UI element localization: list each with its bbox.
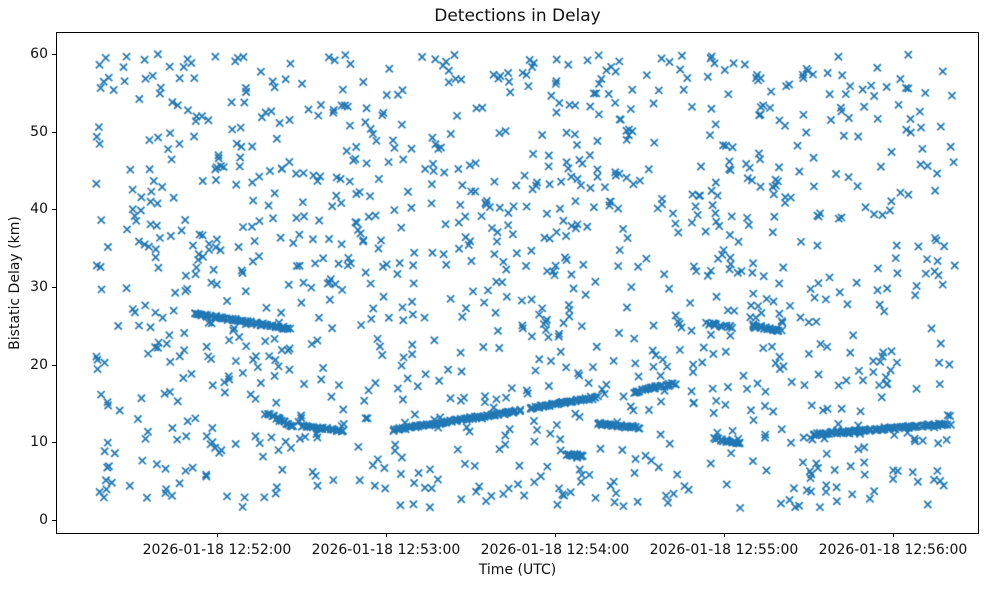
- x-tick-label: 2026-01-18 12:54:00: [480, 542, 630, 558]
- y-tick-label: 40: [30, 201, 48, 218]
- x-tick-mark: [724, 533, 725, 537]
- y-tick-label: 30: [30, 278, 48, 295]
- x-tick-label: 2026-01-18 12:56:00: [818, 542, 968, 558]
- x-tick-label: 2026-01-18 12:53:00: [311, 542, 461, 558]
- y-tick-mark: [52, 520, 56, 521]
- y-tick-mark: [52, 442, 56, 444]
- x-axis-label: Time (UTC): [478, 562, 557, 578]
- x-tick-mark: [386, 533, 387, 537]
- y-tick-label: 10: [30, 434, 48, 451]
- y-tick-mark: [52, 286, 56, 288]
- y-tick-label: 50: [30, 123, 48, 140]
- y-tick-mark: [52, 131, 56, 133]
- x-tick-mark: [893, 533, 894, 537]
- x-tick-label: 2026-01-18 12:55:00: [649, 542, 799, 558]
- y-tick-mark: [52, 209, 56, 211]
- x-tick-mark: [555, 533, 556, 537]
- x-tick-label: 2026-01-18 12:52:00: [142, 542, 292, 558]
- y-tick-mark: [52, 364, 56, 366]
- y-tick-label: 60: [30, 45, 48, 62]
- y-tick-label: 20: [30, 356, 48, 373]
- plot-area: [56, 32, 979, 534]
- chart-title: Detections in Delay: [434, 6, 601, 26]
- x-tick-mark: [217, 533, 218, 537]
- scatter-canvas: [57, 33, 978, 533]
- y-tick-label: 0: [39, 512, 48, 528]
- y-tick-mark: [52, 53, 56, 55]
